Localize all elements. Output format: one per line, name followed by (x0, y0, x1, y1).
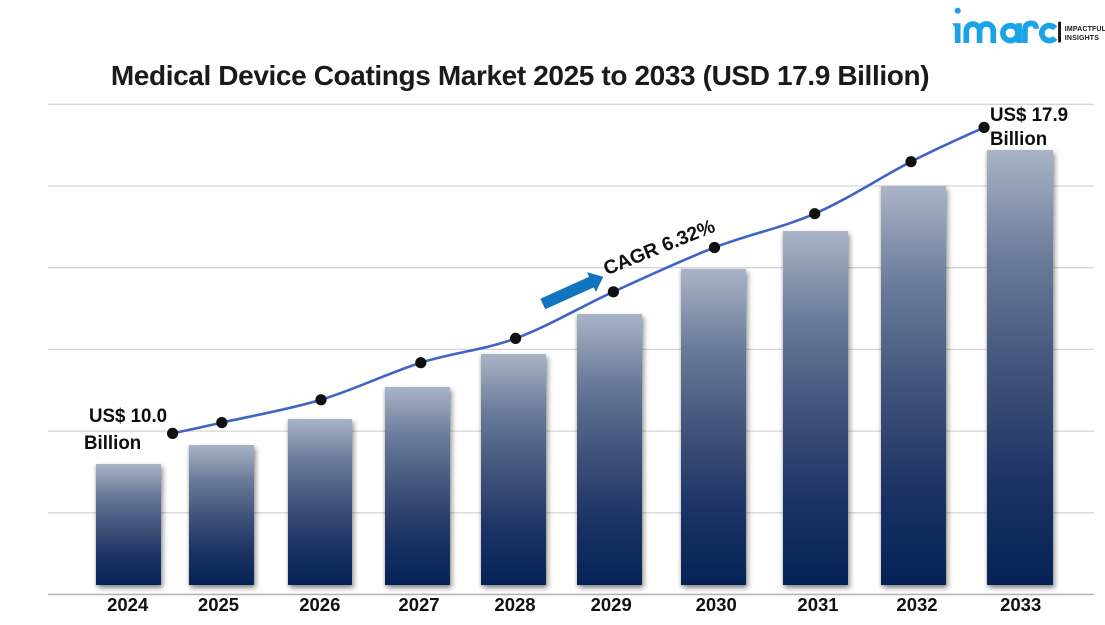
svg-text:INSIGHTS: INSIGHTS (1065, 35, 1099, 42)
svg-text:IMPACTFUL: IMPACTFUL (1065, 26, 1105, 33)
